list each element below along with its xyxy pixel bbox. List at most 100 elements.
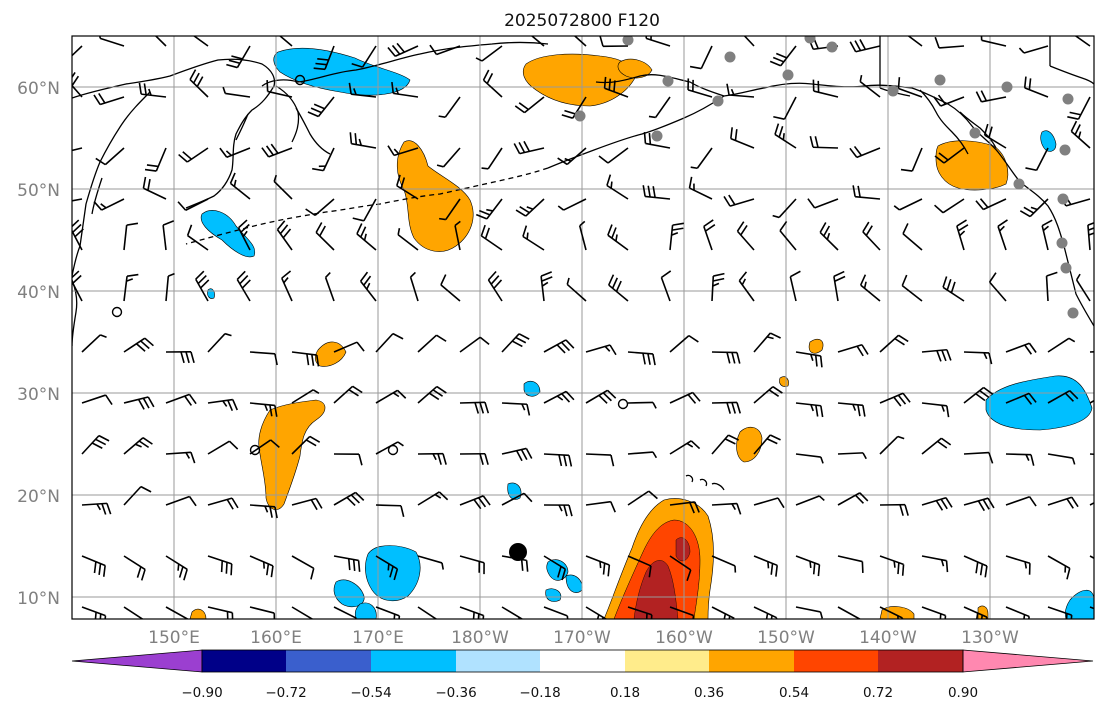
wind-barb [1023,76,1049,98]
wind-barb [557,198,587,211]
wind-barb [711,606,736,619]
wind-barb [81,394,113,405]
wind-barb [207,332,232,353]
positive-region [396,140,474,252]
wind-barb [573,36,587,47]
colorbar-segment [878,650,963,672]
positive-region [189,608,207,619]
positive-region [258,399,326,510]
wind-barb [795,606,824,619]
wind-barb [81,606,107,619]
wind-barb [72,68,83,98]
wind-barb [627,401,657,409]
station-marker [651,130,663,142]
wind-barb [305,198,335,217]
wind-barb [72,219,84,251]
wind-barb [123,485,152,506]
wind-barb [879,555,905,576]
wind-barb [1074,36,1091,47]
wind-barb [459,555,485,575]
wind-barb [207,398,238,412]
wind-barb [669,391,701,404]
wind-barb [229,172,251,200]
wind-barb [879,392,911,407]
wind-barb [627,490,658,506]
wind-barb [809,135,839,149]
station-marker [934,74,946,86]
wind-barb [123,555,146,581]
wind-barb [291,435,321,455]
wind-barb [356,223,377,251]
wind-barb [177,198,209,211]
colorbar-segments [71,649,1094,673]
wind-barb [753,497,785,509]
lat-label: 60°N [17,79,60,99]
wind-barb [207,555,233,576]
station-marker [1067,307,1079,319]
lon-label: 130°W [961,628,1019,648]
wind-barb [81,434,110,455]
tropical-cyclone-marker [509,543,527,561]
colorbar-segment [456,650,540,672]
wind-barb [1005,453,1035,466]
wind-barb [207,606,234,619]
wind-barb [359,271,377,302]
wind-barb [743,36,755,47]
calm-wind-circle [294,74,306,86]
wind-barb [459,336,490,353]
wind-barb [774,123,797,149]
wind-barb [730,127,755,149]
wind-barb [501,333,530,353]
wind-barb [963,555,988,578]
wind-barb [897,77,923,98]
wind-barb [543,339,575,354]
wind-barb [178,147,209,163]
wind-barb [779,220,797,251]
negative-region [354,602,377,619]
colorbar-tick-label: −0.18 [519,685,560,701]
wind-barb [397,228,419,251]
station-marker [1013,178,1025,190]
wind-barb [514,96,545,114]
wind-barb [921,606,947,619]
wind-barb [833,270,846,302]
wind-barb [249,439,280,455]
station-marker [1001,81,1013,93]
wind-barb [142,176,167,200]
colorbar-tick-label: 0.36 [694,685,724,701]
aleutian-islands [185,167,549,245]
wind-barb [997,219,1008,251]
station-marker [1057,193,1069,205]
wind-barb [99,36,125,47]
wind-barb [648,96,671,119]
wind-barb [501,492,533,506]
seward-coastline [295,107,331,155]
wind-barb [522,225,545,251]
latitude-axis: 60°N 50°N 40°N 30°N 20°N 10°N [17,79,60,609]
wind-barb [273,174,293,200]
wind-barb [530,36,545,47]
wind-barb [566,277,587,302]
wind-barb [195,270,210,302]
wind-barb [459,606,485,619]
wind-barb [837,492,869,506]
wind-barb [711,434,740,455]
wind-barb [837,343,869,357]
wind-barb [1067,96,1091,120]
wind-barb [963,351,993,365]
calm-wind-circle [111,306,123,318]
wind-barb [1005,495,1037,507]
wind-barb [1047,453,1076,465]
wind-barb [934,198,965,214]
wind-barb [753,606,778,619]
wind-barb [669,334,699,353]
wind-barb [921,437,952,455]
colorbar-extend-high [962,649,1094,673]
positive-region [935,140,1009,191]
wind-barb [1047,606,1073,619]
wind-barb [501,402,531,416]
negative-region [207,288,215,299]
wind-barb [1047,555,1071,580]
colorbar-segment [625,650,709,672]
wind-barb [249,351,278,366]
